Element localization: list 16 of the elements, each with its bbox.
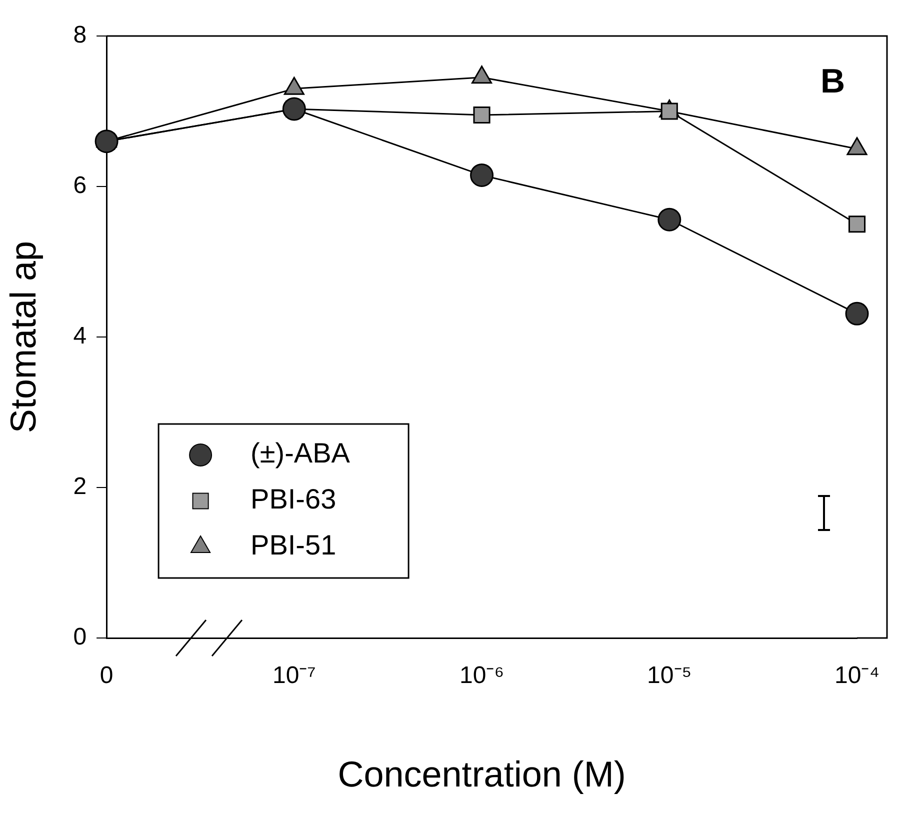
y-axis-title: Stomatal ap xyxy=(2,240,44,434)
x-tick-label: 10⁻⁷ xyxy=(272,662,316,690)
legend-label: PBI-63 xyxy=(250,484,336,515)
x-tick-label: 10⁻⁵ xyxy=(647,662,692,690)
y-tick-label: 2 xyxy=(73,473,87,500)
y-tick-label: 4 xyxy=(73,322,87,350)
x-tick-label: 10⁻⁶ xyxy=(459,662,504,690)
legend-label: (±)-ABA xyxy=(250,438,350,469)
annotation: B xyxy=(820,62,845,100)
x-tick-label: 10⁻⁴ xyxy=(834,662,880,690)
y-tick-label: 8 xyxy=(73,22,87,49)
x-axis-title: Concentration (M) xyxy=(338,753,626,794)
x-tick-label: 0 xyxy=(100,662,114,690)
y-tick-label: 0 xyxy=(73,624,87,651)
legend-label: PBI-51 xyxy=(250,530,336,561)
y-tick-label: 6 xyxy=(73,172,87,200)
